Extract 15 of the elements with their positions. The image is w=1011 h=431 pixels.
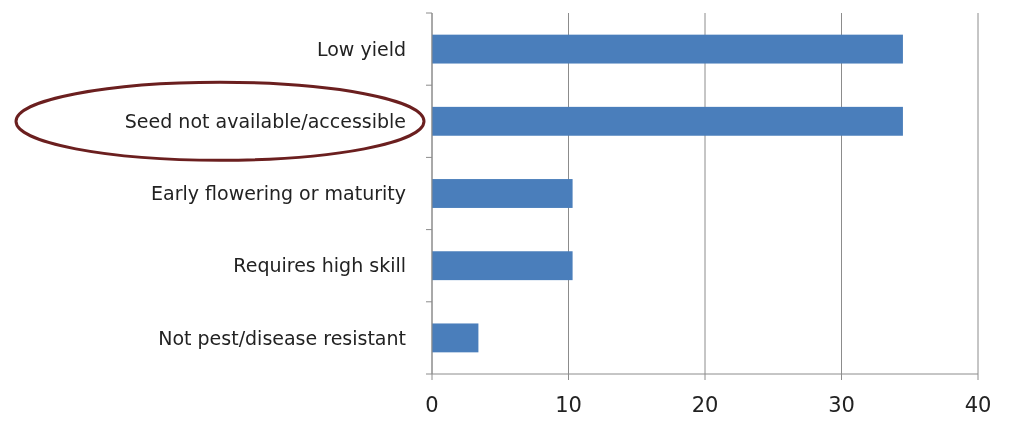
bar xyxy=(432,179,573,208)
x-tick-label: 40 xyxy=(964,393,992,417)
x-tick-label: 30 xyxy=(828,393,855,417)
bar xyxy=(432,323,479,353)
bar xyxy=(432,34,903,64)
bar xyxy=(432,251,573,281)
x-tick-label: 20 xyxy=(691,393,719,417)
x-tick-label: 10 xyxy=(555,393,582,417)
x-tick-label: 0 xyxy=(425,393,439,417)
y-tick-label: Seed not available/accessible xyxy=(124,109,406,132)
y-tick-label: Requires high skill xyxy=(233,254,406,277)
y-tick-label: Not pest/disease resistant xyxy=(158,326,406,349)
y-tick-label: Early flowering or maturity xyxy=(151,182,406,205)
bar xyxy=(432,106,903,136)
y-tick-label: Low yield xyxy=(316,37,406,60)
